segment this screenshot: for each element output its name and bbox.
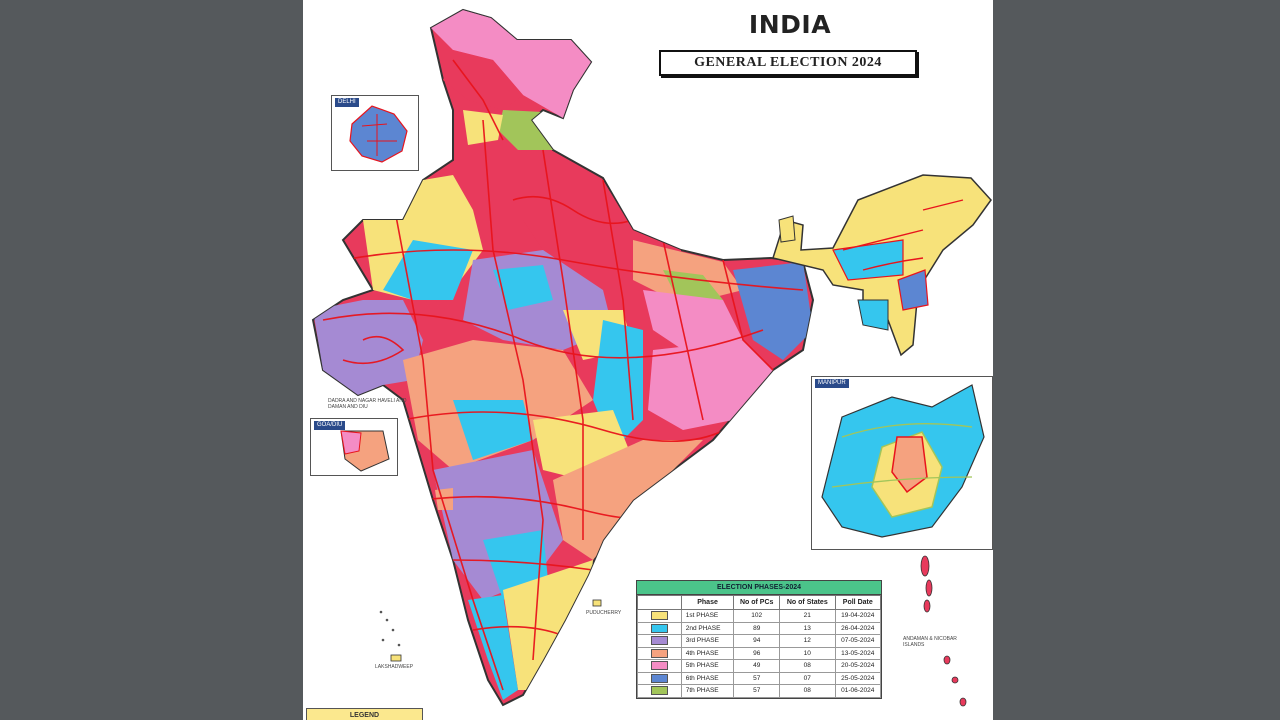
region-tripura (857, 299, 889, 331)
legend-date: 13-05-2024 (834, 646, 882, 660)
label-dnh: DADRA AND NAGAR HAVELI AND DAMAN AND DIU (328, 398, 407, 410)
inset-manipur-label: MANIPUR (815, 379, 849, 388)
legend-header-date: Poll Date (834, 595, 882, 610)
legend-pcs: 102 (733, 609, 781, 623)
legend-date: 20-05-2024 (834, 659, 882, 673)
legend-header-swatch (637, 595, 682, 610)
region-assam (832, 239, 904, 281)
lakshadweep-islands (379, 610, 401, 647)
phase-color-swatch (650, 686, 668, 696)
legend-swatch (637, 621, 682, 635)
legend-rows: 1st PHASE 102 21 19-04-2024 2nd PHASE 89 13 26-… (637, 609, 882, 698)
phase-regions (313, 10, 813, 700)
region-jk (443, 50, 523, 110)
label-andaman: ANDAMAN & NICOBAR ISLANDS (903, 636, 957, 648)
legend-row: 5th PHASE 49 08 20-05-2024 (637, 659, 882, 673)
region-odisha (648, 340, 773, 430)
legend-header-pcs: No of PCs (733, 595, 781, 610)
region-maharashtra-mid (453, 400, 533, 460)
legend-date: 25-05-2024 (834, 671, 882, 685)
constituency-boundaries (322, 59, 804, 691)
legend-footer: LEGEND (306, 708, 423, 720)
legend-row: 4th PHASE 96 10 13-05-2024 (637, 646, 882, 660)
northeast-boundaries (842, 199, 964, 271)
legend-states: 10 (779, 646, 836, 660)
legend-phase: 2nd PHASE (680, 621, 735, 635)
election-phases-table: ELECTION PHASES-2024 Phase No of PCs No … (636, 580, 882, 699)
phase-color-swatch (650, 673, 668, 683)
phase-color-swatch (650, 648, 668, 658)
map-sheet: INDIA GENERAL ELECTION 2024 DELHI GOA/DI… (303, 0, 993, 720)
legend-phase: 7th PHASE (680, 684, 735, 698)
legend-date: 19-04-2024 (834, 609, 882, 623)
region-gujarat (313, 300, 423, 395)
legend-states: 13 (779, 621, 836, 635)
legend-states: 07 (779, 671, 836, 685)
region-jharkhand (643, 290, 743, 350)
legend-header-row: Phase No of PCs No of States Poll Date (637, 595, 882, 610)
legend-row: 1st PHASE 102 21 19-04-2024 (637, 609, 882, 623)
inset-delhi: DELHI (331, 95, 419, 171)
inset-goa-label: GOA/DIU (314, 421, 346, 430)
phase-color-swatch (650, 636, 668, 646)
legend-pcs: 94 (733, 634, 781, 648)
legend-row: 2nd PHASE 89 13 26-04-2024 (637, 621, 882, 635)
legend-date: 01-06-2024 (834, 684, 882, 698)
inset-delhi-label: DELHI (335, 98, 359, 107)
legend-header-phase: Phase (680, 595, 735, 610)
label-lakshadweep: LAKSHADWEEP (375, 664, 414, 670)
legend-title: ELECTION PHASES-2024 (637, 581, 881, 595)
map-subtitle: GENERAL ELECTION 2024 (659, 50, 917, 76)
legend-swatch (637, 634, 682, 648)
legend-row: 7th PHASE 57 08 01-06-2024 (637, 684, 882, 698)
legend-pcs: 49 (733, 659, 781, 673)
legend-swatch (637, 684, 682, 698)
puducherry-marker (592, 599, 602, 607)
legend-phase: 5th PHASE (680, 659, 735, 673)
legend-pcs: 96 (733, 646, 781, 660)
legend-pcs: 57 (733, 684, 781, 698)
legend-phase: 3rd PHASE (680, 634, 735, 648)
legend-date: 26-04-2024 (834, 621, 882, 635)
region-rajasthan-south (383, 240, 473, 300)
legend-states: 08 (779, 659, 836, 673)
legend-row: 6th PHASE 57 07 25-05-2024 (637, 671, 882, 685)
region-ladakh (431, 10, 591, 118)
legend-swatch (637, 609, 682, 623)
region-manipur (897, 269, 929, 311)
phase-color-swatch (650, 661, 668, 671)
legend-pcs: 57 (733, 671, 781, 685)
india-map (311, 8, 992, 707)
legend-states: 21 (779, 609, 836, 623)
legend-swatch (637, 646, 682, 660)
legend-phase: 4th PHASE (680, 646, 735, 660)
lakshadweep-marker (390, 654, 402, 662)
manipur-shape (821, 384, 985, 538)
legend-states: 12 (779, 634, 836, 648)
legend-swatch (637, 671, 682, 685)
legend-phase: 1st PHASE (680, 609, 735, 623)
phase-color-swatch (650, 623, 668, 633)
legend-row: 3rd PHASE 94 12 07-05-2024 (637, 634, 882, 648)
goa-shape (340, 430, 390, 472)
region-sikkim (778, 215, 796, 243)
inset-goa: GOA/DIU (310, 418, 398, 476)
legend-swatch (637, 659, 682, 673)
region-ap (553, 440, 703, 560)
phase-color-swatch (650, 611, 668, 621)
inset-manipur: MANIPUR (811, 376, 993, 550)
region-bihar (633, 240, 743, 300)
andaman-islands (920, 555, 967, 707)
label-puducherry: PUDUCHERRY (586, 610, 622, 616)
region-mp-north (493, 265, 553, 310)
delhi-shape (349, 105, 408, 163)
region-tamilnadu (503, 560, 593, 690)
map-title: INDIA (748, 10, 832, 39)
legend-header-states: No of States (779, 595, 836, 610)
legend-states: 08 (779, 684, 836, 698)
legend-date: 07-05-2024 (834, 634, 882, 648)
legend-phase: 6th PHASE (680, 671, 735, 685)
legend-pcs: 89 (733, 621, 781, 635)
